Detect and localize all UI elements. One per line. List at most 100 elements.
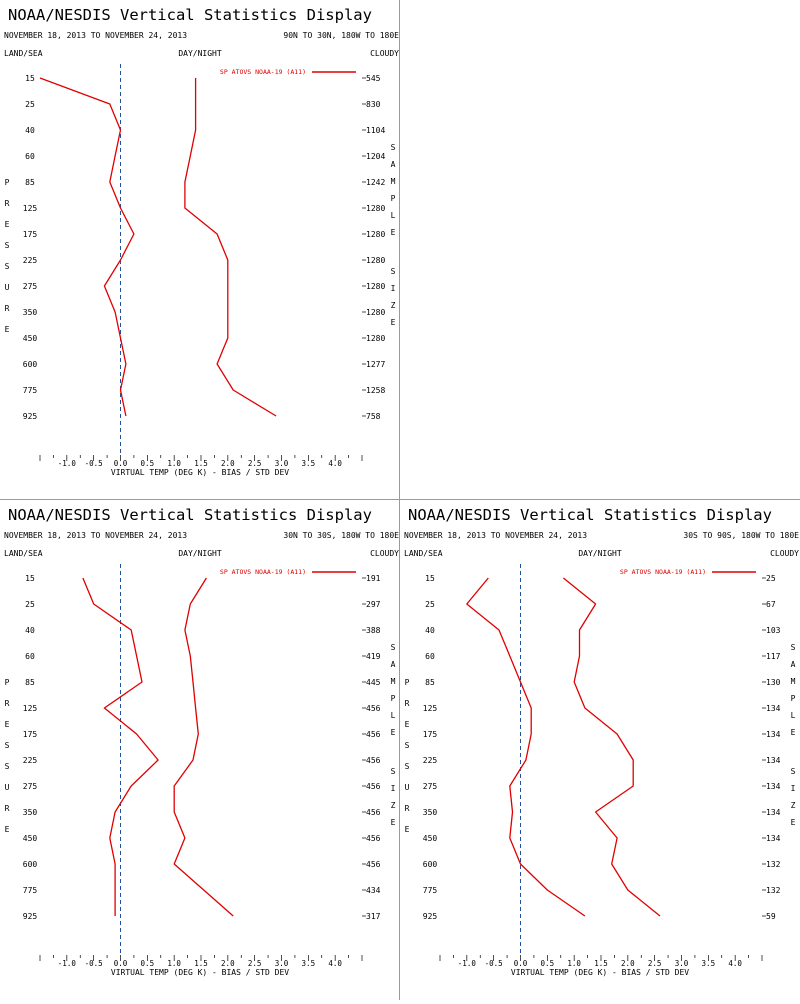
x-tick-label: -1.0	[58, 959, 77, 968]
panel-divider-horizontal	[0, 499, 800, 500]
x-tick-label: -1.0	[58, 459, 77, 468]
pressure-level-label: 25	[25, 100, 35, 109]
date-range: NOVEMBER 18, 2013 TO NOVEMBER 24, 2013	[404, 531, 587, 540]
sample-size-label: 59	[766, 912, 776, 921]
x-tick-label: 2.5	[648, 959, 662, 968]
chart-svg: NOAA/NESDIS Vertical Statistics Display N…	[404, 506, 799, 977]
pressure-level-label: 600	[23, 360, 38, 369]
pressure-level-label: 85	[425, 678, 435, 687]
pressure-level-label: 275	[23, 782, 38, 791]
sample-axis-letter: A	[391, 160, 396, 169]
pressure-axis-letter: E	[5, 220, 10, 229]
sample-size-label: 1277	[366, 360, 385, 369]
pressure-level-label: 925	[23, 912, 38, 921]
sample-size-label: 456	[366, 808, 381, 817]
land-sea-label: LAND/SEA	[404, 549, 443, 558]
pressure-axis-letter: S	[5, 241, 10, 250]
sample-size-label: 419	[366, 652, 381, 661]
date-range: NOVEMBER 18, 2013 TO NOVEMBER 24, 2013	[4, 31, 187, 40]
sample-size-label: 1280	[366, 334, 385, 343]
sample-size-label: 830	[366, 100, 381, 109]
x-tick-label: 3.0	[275, 959, 289, 968]
date-range: NOVEMBER 18, 2013 TO NOVEMBER 24, 2013	[4, 531, 187, 540]
pressure-level-label: 225	[23, 756, 38, 765]
size-axis-letter: Z	[791, 801, 796, 810]
sample-size-label: 130	[766, 678, 781, 687]
cloudy-label: CLOUDY	[370, 49, 399, 58]
pressure-axis-letter: R	[5, 304, 10, 313]
sample-axis-letter: S	[391, 143, 396, 152]
sample-axis-letter: E	[791, 728, 796, 737]
pressure-level-label: 60	[425, 652, 435, 661]
pressure-axis-letter: P	[5, 178, 10, 187]
pressure-axis-letter: S	[405, 741, 410, 750]
x-tick-label: -1.0	[458, 959, 477, 968]
pressure-level-label: 85	[25, 678, 35, 687]
sample-size-label: 758	[366, 412, 381, 421]
x-axis-label: VIRTUAL TEMP (DEG K) - BIAS / STD DEV	[511, 968, 689, 977]
x-tick-label: 4.0	[728, 959, 742, 968]
pressure-axis-letter: R	[5, 699, 10, 708]
pressure-level-label: 225	[23, 256, 38, 265]
pressure-level-label: 175	[23, 730, 38, 739]
pressure-axis-letter: U	[405, 783, 410, 792]
size-axis-letter: Z	[391, 301, 396, 310]
x-tick-label: -0.5	[485, 959, 503, 968]
pressure-axis-letter: P	[405, 678, 410, 687]
pressure-axis-letter: U	[5, 283, 10, 292]
size-axis-letter: S	[391, 267, 396, 276]
land-sea-label: LAND/SEA	[4, 49, 43, 58]
sample-axis-letter: A	[391, 660, 396, 669]
sample-axis-letter: L	[391, 711, 396, 720]
sample-size-label: 456	[366, 730, 381, 739]
sample-size-label: 1104	[366, 126, 385, 135]
sample-axis-letter: S	[791, 643, 796, 652]
pressure-level-label: 85	[25, 178, 35, 187]
chart-title: NOAA/NESDIS Vertical Statistics Display	[408, 506, 772, 524]
pressure-level-label: 125	[423, 704, 438, 713]
region-label: 30N TO 30S, 180W TO 180E	[283, 531, 399, 540]
pressure-level-label: 175	[23, 230, 38, 239]
x-tick-label: 3.5	[302, 959, 316, 968]
pressure-level-label: 450	[423, 834, 438, 843]
sample-size-label: 134	[766, 782, 781, 791]
pressure-axis-letter: R	[5, 804, 10, 813]
sample-axis-letter: E	[391, 728, 396, 737]
sample-size-label: 1280	[366, 230, 385, 239]
pressure-level-label: 25	[425, 600, 435, 609]
pressure-axis-letter: E	[405, 720, 410, 729]
pressure-axis-letter: S	[405, 762, 410, 771]
pressure-level-label: 275	[23, 282, 38, 291]
x-tick-label: -0.5	[85, 959, 103, 968]
pressure-level-label: 15	[25, 574, 35, 583]
legend-label: SP ATOVS NOAA-19 (A11)	[620, 568, 706, 576]
x-tick-label: 0.0	[514, 959, 528, 968]
cloudy-label: CLOUDY	[370, 549, 399, 558]
pressure-level-label: 275	[423, 782, 438, 791]
sample-size-label: 297	[366, 600, 381, 609]
pressure-level-label: 175	[423, 730, 438, 739]
sample-size-label: 456	[366, 756, 381, 765]
sample-size-label: 445	[366, 678, 381, 687]
size-axis-letter: S	[791, 767, 796, 776]
region-label: 30S TO 90S, 180W TO 180E	[683, 531, 799, 540]
sample-size-label: 191	[366, 574, 381, 583]
size-axis-letter: I	[391, 784, 396, 793]
pressure-axis-letter: R	[405, 804, 410, 813]
x-tick-label: 0.5	[541, 959, 555, 968]
sample-size-label: 134	[766, 808, 781, 817]
size-axis-letter: E	[391, 318, 396, 327]
sample-size-label: 1280	[366, 204, 385, 213]
sample-size-label: 1280	[366, 256, 385, 265]
size-axis-letter: I	[391, 284, 396, 293]
x-tick-label: 2.5	[248, 459, 262, 468]
sample-size-label: 134	[766, 756, 781, 765]
size-axis-letter: I	[791, 784, 796, 793]
pressure-level-label: 450	[23, 834, 38, 843]
pressure-level-label: 225	[423, 756, 438, 765]
chart-svg: NOAA/NESDIS Vertical Statistics Display N…	[4, 506, 399, 977]
day-night-label: DAY/NIGHT	[578, 549, 622, 558]
pressure-axis-letter: R	[5, 199, 10, 208]
pressure-axis-letter: S	[5, 762, 10, 771]
x-tick-label: -0.5	[85, 459, 103, 468]
